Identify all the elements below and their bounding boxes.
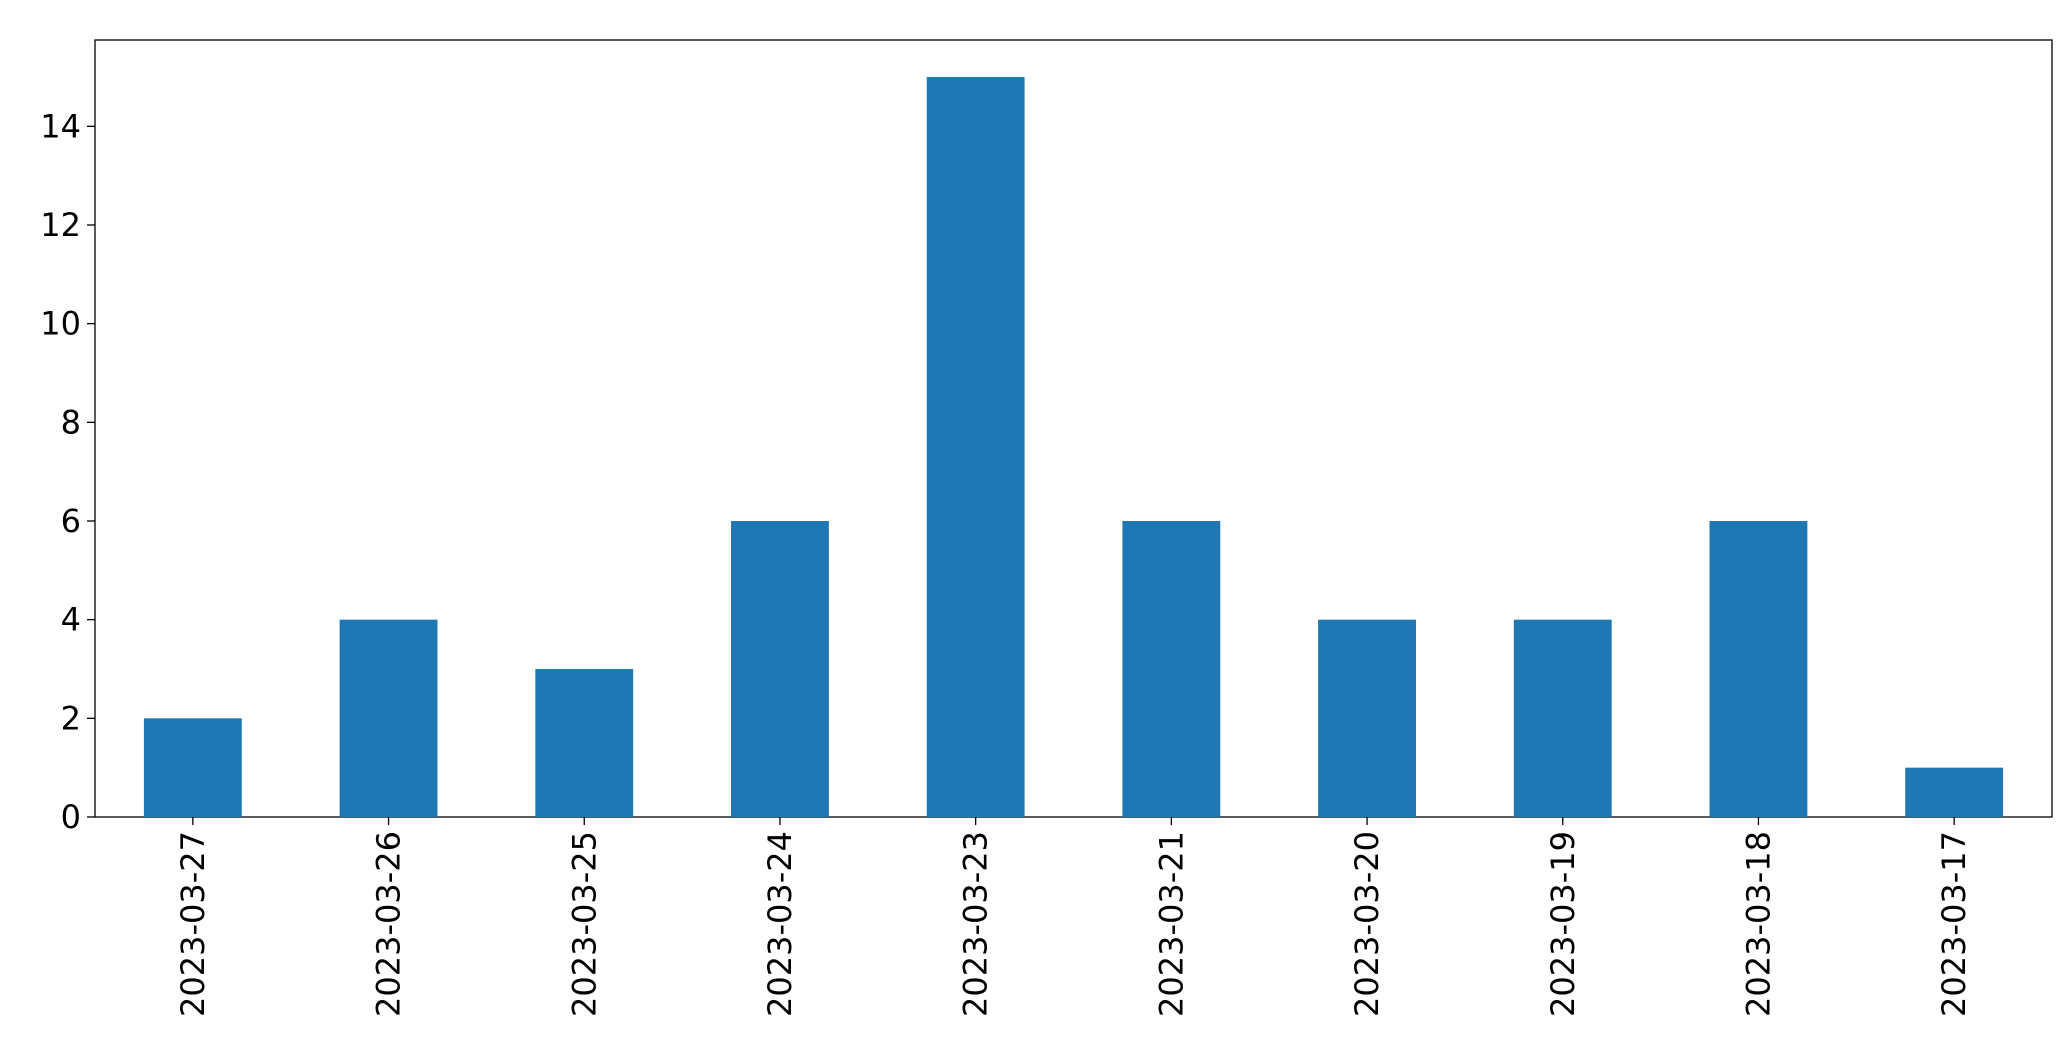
plot-frame — [94, 39, 2053, 818]
y-tick-label: 14 — [40, 107, 81, 145]
bar — [535, 669, 634, 817]
bar — [1318, 619, 1416, 817]
y-tick-label: 2 — [61, 699, 81, 737]
y-tick-label: 8 — [61, 403, 81, 441]
bar — [1513, 619, 1612, 817]
x-tick-label: 2023-03-24 — [761, 831, 799, 1017]
x-tick-label: 2023-03-20 — [1348, 831, 1386, 1017]
x-tick-label: 2023-03-21 — [1152, 831, 1190, 1017]
x-tick-label: 2023-03-27 — [174, 831, 212, 1017]
x-tick-label: 2023-03-26 — [370, 831, 408, 1017]
y-tick-label: 10 — [40, 305, 81, 343]
x-tick-label: 2023-03-18 — [1739, 831, 1777, 1017]
bar — [1905, 767, 2004, 817]
y-tick-label: 12 — [40, 206, 81, 244]
bar — [926, 77, 1025, 817]
bar — [339, 619, 438, 817]
y-tick-label: 0 — [61, 798, 81, 836]
bar — [1122, 521, 1221, 817]
y-tick-label: 6 — [61, 502, 81, 540]
x-tick-label: 2023-03-17 — [1935, 831, 1973, 1017]
bar — [731, 521, 829, 817]
x-tick-label: 2023-03-19 — [1544, 831, 1582, 1017]
x-tick-label: 2023-03-25 — [565, 831, 603, 1017]
y-tick-label: 4 — [61, 601, 81, 639]
bar — [1709, 521, 1808, 817]
bar — [143, 718, 242, 817]
x-tick-label: 2023-03-23 — [957, 831, 995, 1017]
